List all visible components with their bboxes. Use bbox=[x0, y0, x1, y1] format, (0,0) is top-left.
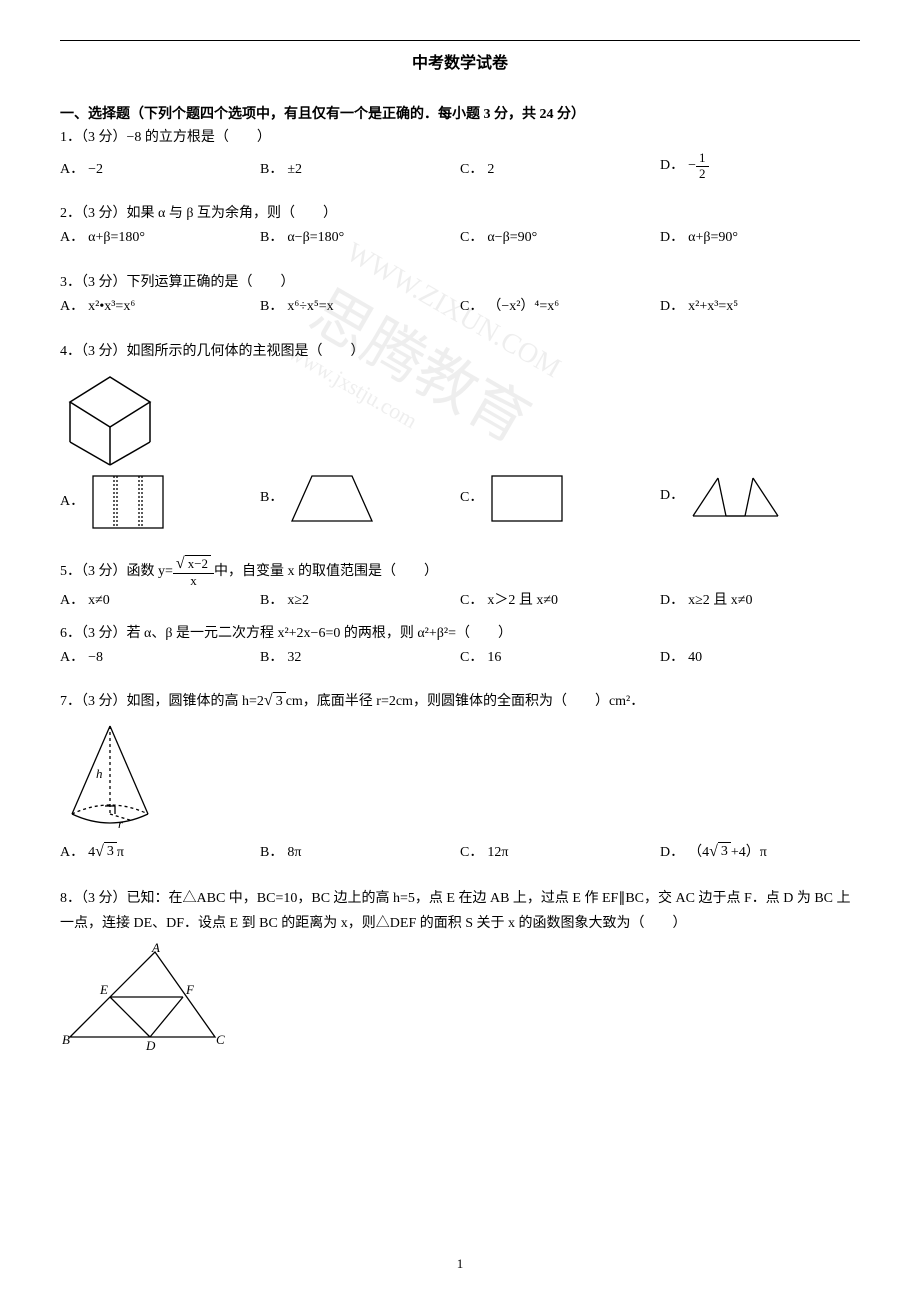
q4-stem: 4．（3 分）如图所示的几何体的主视图是（ ） bbox=[60, 341, 860, 363]
q5-opt-A: x≠0 bbox=[88, 590, 110, 612]
paper-title: 中考数学试卷 bbox=[60, 49, 860, 73]
q4-opt-C-figure bbox=[487, 471, 567, 526]
q3-opt-C: （−x²）⁴=x⁶ bbox=[487, 296, 559, 318]
q7-opt-C: 12π bbox=[487, 842, 508, 864]
q4-figure bbox=[60, 367, 860, 467]
svg-text:F: F bbox=[185, 982, 195, 997]
q5-opt-C: x＞2 且 x≠0 bbox=[487, 590, 558, 612]
question-2: 2．（3 分）如果 α 与 β 互为余角，则（ ） A．α+β=180° B．α… bbox=[60, 203, 860, 250]
svg-text:E: E bbox=[99, 982, 108, 997]
q2-stem: 2．（3 分）如果 α 与 β 互为余角，则（ ） bbox=[60, 203, 860, 225]
q6-opt-C: 16 bbox=[487, 647, 501, 669]
q1-stem: 1．（3 分）−8 的立方根是（ ） bbox=[60, 127, 860, 149]
q1-opt-A-label: A． bbox=[60, 159, 84, 181]
q5-opt-D: x≥2 且 x≠0 bbox=[688, 590, 752, 612]
q5-opt-B: x≥2 bbox=[287, 590, 309, 612]
q4-opt-D-figure bbox=[688, 471, 783, 521]
q1-opt-B: ±2 bbox=[287, 159, 302, 181]
svg-text:B: B bbox=[62, 1032, 70, 1047]
q8-stem: 8．（3 分）已知：在△ABC 中，BC=10，BC 边上的高 h=5，点 E … bbox=[60, 886, 860, 936]
q6-opt-D: 40 bbox=[688, 647, 702, 669]
q1-opt-B-label: B． bbox=[260, 159, 283, 181]
q1-opt-A: −2 bbox=[88, 159, 103, 181]
q2-opt-C: α−β=90° bbox=[487, 227, 537, 249]
question-3: 3．（3 分）下列运算正确的是（ ） A．x²•x³=x⁶ B．x⁶÷x⁵=x … bbox=[60, 272, 860, 319]
q3-opt-D: x²+x³=x⁵ bbox=[688, 296, 738, 318]
svg-text:A: A bbox=[151, 942, 160, 955]
q3-opt-A: x²•x³=x⁶ bbox=[88, 296, 135, 318]
q8-figure: A E F B D C bbox=[60, 942, 860, 1052]
q2-opt-B: α−β=180° bbox=[287, 227, 344, 249]
q1-opt-D: −12 bbox=[688, 151, 708, 181]
q4-opt-A-figure bbox=[88, 471, 168, 533]
q6-stem: 6．（3 分）若 α、β 是一元二次方程 x²+2x−6=0 的两根，则 α²+… bbox=[60, 623, 860, 645]
question-5: 5．（3 分）函数 y= √x−2 x 中，自变量 x 的取值范围是（ ） A．… bbox=[60, 555, 860, 613]
question-7: 7．（3 分）如图，圆锥体的高 h=2√3cm，底面半径 r=2cm，则圆锥体的… bbox=[60, 691, 860, 864]
question-4: 4．（3 分）如图所示的几何体的主视图是（ ） A． bbox=[60, 341, 860, 533]
section-1-heading: 一、选择题（下列个题四个选项中，有且仅有一个是正确的．每小题 3 分，共 24 … bbox=[60, 103, 860, 123]
question-1: 1．（3 分）−8 的立方根是（ ） A．−2 B．±2 C．2 D． −12 bbox=[60, 127, 860, 181]
q2-opt-D: α+β=90° bbox=[688, 227, 738, 249]
q5-stem: 5．（3 分）函数 y= √x−2 x 中，自变量 x 的取值范围是（ ） bbox=[60, 555, 860, 588]
question-8: 8．（3 分）已知：在△ABC 中，BC=10，BC 边上的高 h=5，点 E … bbox=[60, 886, 860, 1052]
q4-opt-B-figure bbox=[287, 471, 377, 526]
q1-opt-D-label: D． bbox=[660, 155, 684, 177]
q3-opt-B: x⁶÷x⁵=x bbox=[287, 296, 333, 318]
q2-opt-A: α+β=180° bbox=[88, 227, 145, 249]
q7-opt-D: （4√3+4）π bbox=[688, 842, 767, 864]
q6-opt-A: −8 bbox=[88, 647, 103, 669]
svg-text:C: C bbox=[216, 1032, 225, 1047]
q1-opt-C: 2 bbox=[487, 159, 494, 181]
q3-stem: 3．（3 分）下列运算正确的是（ ） bbox=[60, 272, 860, 294]
q1-opt-C-label: C． bbox=[460, 159, 483, 181]
q7-stem: 7．（3 分）如图，圆锥体的高 h=2√3cm，底面半径 r=2cm，则圆锥体的… bbox=[60, 691, 860, 713]
svg-text:h: h bbox=[96, 766, 103, 781]
svg-text:D: D bbox=[145, 1038, 156, 1052]
q6-opt-B: 32 bbox=[287, 647, 301, 669]
q7-opt-B: 8π bbox=[287, 842, 301, 864]
q7-opt-A: 4√3π bbox=[88, 842, 124, 864]
page-number: 1 bbox=[0, 1256, 920, 1272]
q7-figure: h r bbox=[60, 718, 860, 838]
question-6: 6．（3 分）若 α、β 是一元二次方程 x²+2x−6=0 的两根，则 α²+… bbox=[60, 623, 860, 670]
